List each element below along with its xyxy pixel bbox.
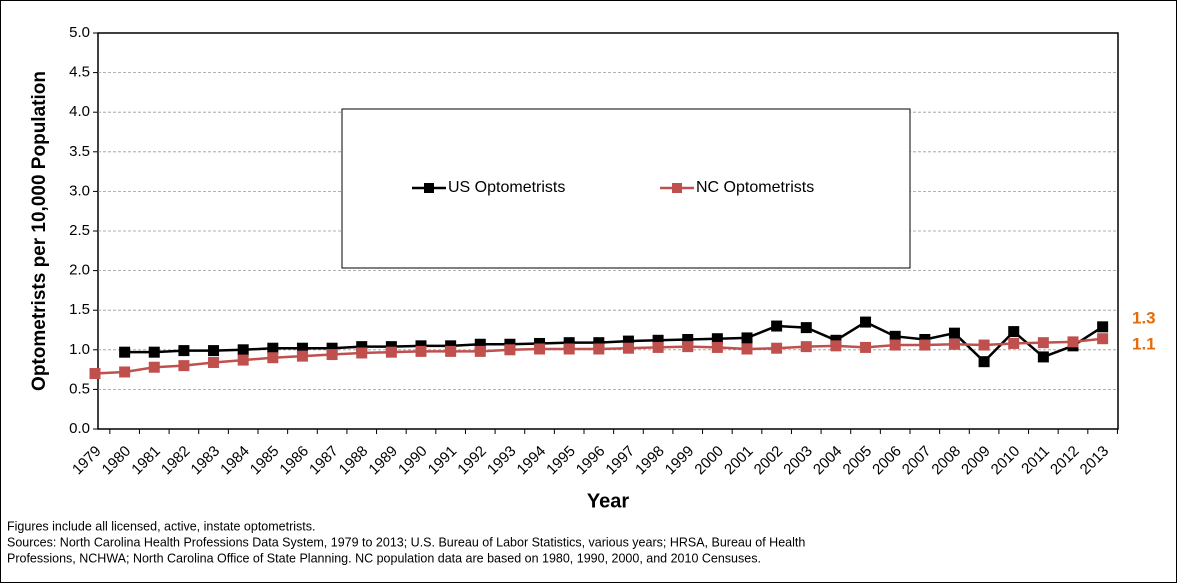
data-point xyxy=(830,340,842,352)
data-point xyxy=(948,327,960,339)
footnote: Figures include all licensed, active, in… xyxy=(7,519,315,533)
data-point xyxy=(1037,351,1049,363)
data-point xyxy=(771,320,783,332)
y-tick-label: 4.5 xyxy=(69,64,90,81)
data-point xyxy=(178,360,190,372)
data-point xyxy=(978,339,990,351)
data-point xyxy=(978,356,990,368)
data-point xyxy=(860,341,872,353)
data-point xyxy=(474,345,486,357)
data-point xyxy=(504,344,516,356)
legend-marker xyxy=(672,183,682,193)
data-point xyxy=(682,334,694,346)
data-point xyxy=(534,343,546,355)
y-tick-label: 0.5 xyxy=(69,380,90,397)
data-point xyxy=(445,345,457,357)
data-point xyxy=(385,341,397,353)
data-point xyxy=(800,322,812,334)
data-point xyxy=(385,346,397,358)
data-point xyxy=(1037,337,1049,349)
series-line xyxy=(124,320,1104,364)
y-tick-label: 3.0 xyxy=(69,182,90,199)
data-point xyxy=(356,341,368,353)
annotation: 1.1 xyxy=(1132,334,1156,353)
data-point xyxy=(267,342,279,354)
legend-label: US Optometrists xyxy=(448,179,565,196)
data-point xyxy=(593,337,605,349)
annotation: 1.3 xyxy=(1132,309,1156,328)
data-point xyxy=(800,341,812,353)
data-point xyxy=(1008,337,1020,349)
data-point xyxy=(504,338,516,350)
data-point xyxy=(237,344,249,356)
data-point xyxy=(919,339,931,351)
y-tick-label: 5.0 xyxy=(69,24,90,41)
y-tick-label: 1.5 xyxy=(69,301,90,318)
data-point xyxy=(889,339,901,351)
data-point xyxy=(860,316,872,328)
y-tick-label: 3.5 xyxy=(69,143,90,160)
x-axis-label: Year xyxy=(587,490,629,512)
data-point xyxy=(208,345,220,357)
data-point xyxy=(534,337,546,349)
y-tick-label: 1.0 xyxy=(69,341,90,358)
data-point xyxy=(711,333,723,345)
y-tick-label: 2.0 xyxy=(69,262,90,279)
data-point xyxy=(1008,326,1020,338)
data-point xyxy=(919,334,931,346)
data-point xyxy=(741,343,753,355)
data-point xyxy=(119,346,131,358)
footnote: Professions, NCHWA; North Carolina Offic… xyxy=(7,551,761,565)
legend-label: NC Optometrists xyxy=(696,179,814,196)
y-tick-label: 0.0 xyxy=(69,420,90,437)
data-point xyxy=(711,341,723,353)
data-point xyxy=(148,361,160,373)
y-tick-label: 2.5 xyxy=(69,222,90,239)
data-point xyxy=(296,350,308,362)
data-point xyxy=(296,342,308,354)
data-point xyxy=(682,341,694,353)
legend-marker xyxy=(424,183,434,193)
data-point xyxy=(326,342,338,354)
data-point xyxy=(148,346,160,358)
y-tick-label: 4.0 xyxy=(69,103,90,120)
data-point xyxy=(1097,333,1109,345)
data-point xyxy=(89,368,101,380)
data-point xyxy=(178,345,190,357)
data-point xyxy=(622,342,634,354)
data-point xyxy=(208,356,220,368)
data-point xyxy=(889,330,901,342)
data-point xyxy=(563,343,575,355)
data-point xyxy=(948,338,960,350)
data-point xyxy=(326,349,338,361)
data-point xyxy=(415,340,427,352)
data-point xyxy=(356,347,368,359)
data-point xyxy=(771,342,783,354)
y-axis-label: Optometrists per 10,000 Population xyxy=(29,71,50,391)
data-point xyxy=(1097,321,1109,333)
data-point xyxy=(593,343,605,355)
data-point xyxy=(1067,336,1079,348)
data-point xyxy=(830,334,842,346)
data-point xyxy=(445,340,457,352)
data-point xyxy=(622,335,634,347)
data-point xyxy=(119,366,131,378)
data-point xyxy=(474,338,486,350)
data-point xyxy=(563,337,575,349)
data-point xyxy=(741,332,753,344)
footnote: Sources: North Carolina Health Professio… xyxy=(7,535,805,549)
data-point xyxy=(237,354,249,366)
data-point xyxy=(415,345,427,357)
data-point xyxy=(652,334,664,346)
data-point xyxy=(267,352,279,364)
data-point xyxy=(652,341,664,353)
